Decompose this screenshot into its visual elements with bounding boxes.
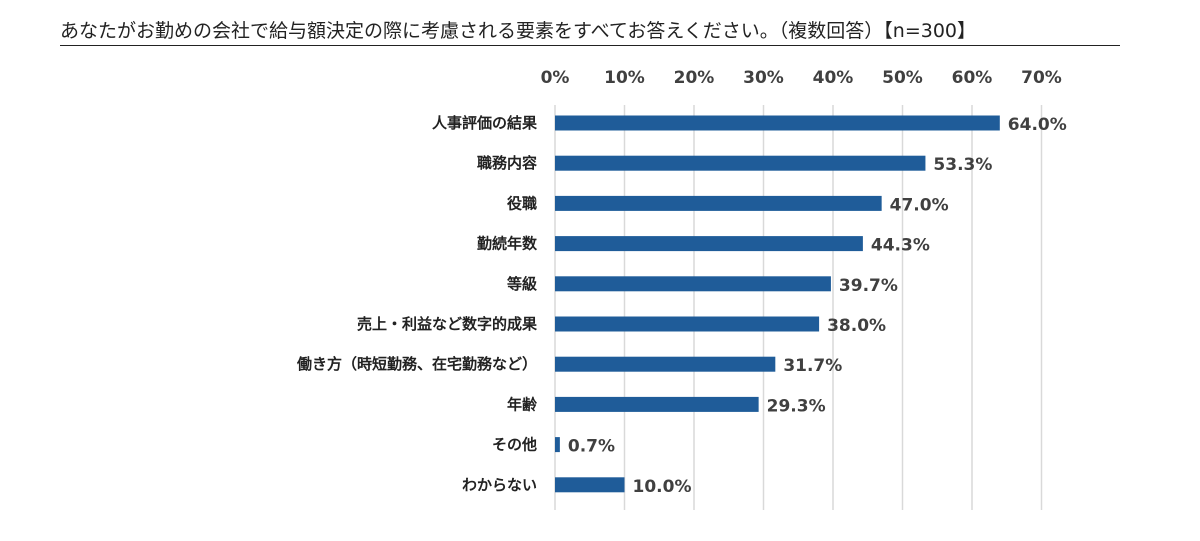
bar — [555, 236, 863, 252]
grid-lines — [554, 105, 1043, 510]
bar — [555, 155, 926, 171]
x-tick-label: 40% — [813, 68, 854, 88]
category-label: 役職 — [507, 194, 537, 212]
x-tick-label: 20% — [674, 68, 715, 88]
chart-title: あなたがお勤めの会社で給与額決定の際に考慮される要素をすべてお答えください。（複… — [60, 20, 976, 42]
value-label: 10.0% — [633, 477, 692, 497]
value-label: 53.3% — [933, 155, 992, 175]
value-label: 39.7% — [839, 276, 898, 296]
bar — [555, 396, 759, 412]
category-label: わからない — [462, 476, 537, 494]
value-label: 44.3% — [871, 236, 930, 256]
bars — [555, 115, 1000, 493]
x-tick-label: 50% — [882, 68, 923, 88]
value-label: 29.3% — [767, 396, 826, 416]
bar — [555, 115, 1000, 131]
value-label: 38.0% — [827, 316, 886, 336]
x-tick-label: 60% — [952, 68, 993, 88]
category-label: 人事評価の結果 — [432, 114, 538, 132]
bar — [555, 477, 625, 493]
category-label: 等級 — [507, 275, 537, 293]
category-label: その他 — [492, 436, 537, 454]
x-tick-label: 70% — [1021, 68, 1062, 88]
category-label: 年齢 — [507, 395, 538, 413]
category-label: 売上・利益など数字的成果 — [357, 315, 538, 333]
bar — [555, 195, 882, 211]
value-labels: 64.0% 53.3% 47.0% 44.3% 39.7% 38.0% 31.7% 29.3%… — [568, 115, 1067, 497]
value-label: 31.7% — [783, 356, 842, 376]
bar — [555, 356, 776, 372]
x-tick-label: 30% — [743, 68, 784, 88]
bar — [555, 316, 820, 332]
category-label: 働き方（時短勤務、在宅勤務など） — [296, 355, 537, 373]
category-label: 職務内容 — [477, 154, 537, 172]
x-axis-ticks: 0% 10% 20% 30% 40% 50% 60% 70% — [541, 68, 1062, 88]
value-label: 64.0% — [1008, 115, 1067, 135]
bar — [555, 276, 831, 292]
bar — [555, 437, 560, 453]
category-label: 勤続年数 — [477, 235, 538, 253]
x-tick-label: 10% — [604, 68, 645, 88]
category-labels: 人事評価の結果職務内容役職勤続年数等級売上・利益など数字的成果働き方（時短勤務、… — [296, 114, 538, 494]
x-tick-label: 0% — [541, 68, 570, 88]
value-label: 47.0% — [890, 195, 949, 215]
value-label: 0.7% — [568, 437, 615, 457]
chart-title-container: あなたがお勤めの会社で給与額決定の際に考慮される要素をすべてお答えください。（複… — [60, 16, 1120, 46]
